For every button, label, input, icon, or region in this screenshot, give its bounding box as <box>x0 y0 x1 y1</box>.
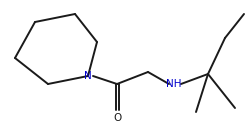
Text: O: O <box>113 113 121 123</box>
Text: N: N <box>84 71 92 81</box>
Text: NH: NH <box>166 79 182 89</box>
